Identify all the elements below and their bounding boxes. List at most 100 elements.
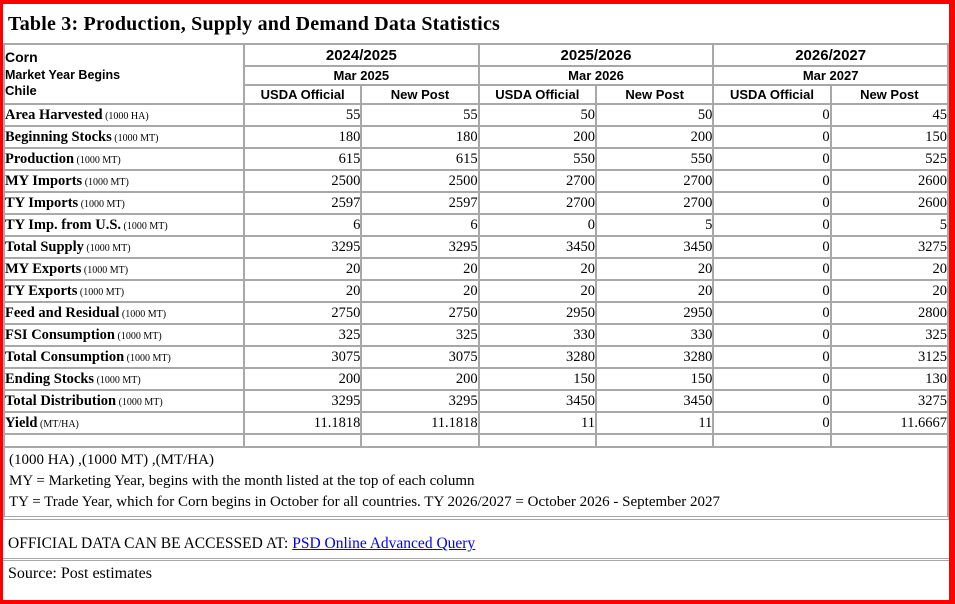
value-cell: 20 bbox=[360, 279, 480, 303]
value-cell: 0 bbox=[712, 411, 832, 435]
row-unit: (1000 MT) bbox=[77, 287, 125, 298]
value-cell: 11 bbox=[477, 411, 597, 435]
row-unit: (1000 MT) bbox=[124, 353, 171, 364]
usda-official-header: USDA Official bbox=[477, 84, 597, 105]
row-unit: (1000 MT) bbox=[94, 375, 141, 386]
spacer bbox=[3, 520, 949, 533]
row-label: Total Supply bbox=[5, 239, 84, 255]
row-label-cell: Beginning Stocks (1000 MT) bbox=[3, 125, 245, 149]
value-cell: 20 bbox=[477, 257, 597, 281]
value-cell: 325 bbox=[829, 323, 950, 347]
table-row: Total Supply (1000 MT) 3295 3295 3450 3450 0 3… bbox=[3, 235, 950, 259]
value-cell: 2700 bbox=[594, 169, 715, 193]
value-cell: 2950 bbox=[594, 301, 715, 325]
value-cell bbox=[712, 433, 832, 448]
table-row: TY Imports (1000 MT) 2597 2597 2700 2700 0 260… bbox=[3, 191, 950, 215]
value-cell: 2597 bbox=[360, 191, 480, 215]
source-column-row: USDA Official New Post USDA Official New… bbox=[4, 84, 950, 105]
value-cell: 20 bbox=[829, 257, 950, 281]
value-cell: 20 bbox=[242, 257, 363, 281]
value-cell: 0 bbox=[712, 301, 832, 325]
value-cell: 0 bbox=[712, 235, 832, 259]
value-cell: 11.1818 bbox=[360, 411, 480, 435]
value-cell: 330 bbox=[477, 323, 597, 347]
value-cell: 0 bbox=[712, 213, 832, 237]
table-row: Feed and Residual (1000 MT) 2750 2750 2950 2… bbox=[3, 301, 950, 325]
table-row: Ending Stocks (1000 MT) 200 200 150 150 0 130 bbox=[3, 367, 950, 391]
row-label: Production bbox=[5, 151, 75, 167]
begin-month-row: Mar 2025 Mar 2026 Mar 2027 bbox=[4, 65, 949, 86]
value-cell: 615 bbox=[242, 147, 363, 171]
row-label-cell: TY Imports (1000 MT) bbox=[3, 191, 245, 215]
row-label-cell: MY Exports (1000 MT) bbox=[3, 257, 245, 281]
value-cell: 3450 bbox=[594, 389, 715, 413]
value-cell: 325 bbox=[360, 323, 480, 347]
row-unit: (1000 MT) bbox=[116, 397, 163, 408]
value-cell: 2500 bbox=[242, 169, 363, 193]
row-unit: (1000 MT) bbox=[81, 265, 129, 276]
country-label: Chile bbox=[5, 82, 37, 98]
table-row: Total Distribution (1000 MT) 3295 3295 3450… bbox=[3, 389, 950, 413]
value-cell: 3275 bbox=[829, 235, 950, 259]
table-row: Total Consumption (1000 MT) 3075 3075 3280 3… bbox=[3, 345, 950, 369]
table-row: MY Exports (1000 MT) 20 20 20 20 0 20 bbox=[3, 257, 950, 281]
table-row bbox=[3, 433, 950, 448]
value-cell: 180 bbox=[242, 125, 363, 149]
value-cell: 0 bbox=[712, 103, 832, 127]
value-cell: 3295 bbox=[360, 389, 480, 413]
table-row: TY Imp. from U.S. (1000 MT) 6 6 0 5 0 5 bbox=[3, 213, 950, 237]
value-cell: 20 bbox=[242, 279, 363, 303]
value-cell: 45 bbox=[829, 103, 950, 127]
value-cell: 150 bbox=[829, 125, 950, 149]
value-cell: 325 bbox=[242, 323, 363, 347]
value-cell: 0 bbox=[712, 125, 832, 149]
new-post-header: New Post bbox=[829, 84, 950, 105]
value-cell: 3295 bbox=[242, 235, 363, 259]
value-cell: 3450 bbox=[477, 389, 597, 413]
value-cell bbox=[477, 433, 597, 448]
value-cell: 50 bbox=[477, 103, 597, 127]
year-header-row: Corn Market Year Begins Chile 2024/2025 … bbox=[3, 43, 949, 105]
row-label: TY Imp. from U.S. bbox=[5, 217, 122, 233]
row-unit: (1000 MT) bbox=[121, 221, 168, 232]
value-cell: 2750 bbox=[360, 301, 480, 325]
new-post-header: New Post bbox=[594, 84, 715, 105]
row-unit: (MT/HA) bbox=[37, 419, 79, 430]
units-footnote: (1000 HA) ,(1000 MT) ,(MT/HA) bbox=[9, 452, 214, 468]
row-unit: (1000 MT) bbox=[83, 243, 131, 254]
value-cell: 3295 bbox=[242, 389, 363, 413]
footnote-block: (1000 HA) ,(1000 MT) ,(MT/HA) MY = Marke… bbox=[3, 448, 949, 520]
table-row: TY Exports (1000 MT) 20 20 20 20 0 20 bbox=[3, 279, 950, 303]
psd-online-link[interactable]: PSD Online Advanced Query bbox=[292, 535, 476, 552]
row-label-cell: Total Supply (1000 MT) bbox=[3, 235, 245, 259]
value-cell: 200 bbox=[242, 367, 363, 391]
value-cell: 525 bbox=[829, 147, 950, 171]
psd-table: Corn Market Year Begins Chile 2024/2025 … bbox=[3, 43, 950, 448]
row-label-cell bbox=[3, 433, 245, 448]
value-cell: 330 bbox=[594, 323, 715, 347]
usda-official-header: USDA Official bbox=[712, 84, 832, 105]
begin-month-header: Mar 2027 bbox=[712, 65, 949, 86]
value-cell: 2600 bbox=[829, 191, 950, 215]
value-cell: 150 bbox=[594, 367, 715, 391]
value-cell: 0 bbox=[712, 345, 832, 369]
value-cell: 6 bbox=[360, 213, 480, 237]
row-unit: (1000 MT) bbox=[115, 331, 162, 342]
value-cell: 0 bbox=[712, 169, 832, 193]
table-row: Beginning Stocks (1000 MT) 180 180 200 200 0 1… bbox=[3, 125, 950, 149]
row-label: FSI Consumption bbox=[5, 327, 115, 343]
table-row: FSI Consumption (1000 MT) 325 325 330 330 0 32… bbox=[3, 323, 950, 347]
value-cell bbox=[829, 433, 950, 448]
table-row: Yield (MT/HA) 11.1818 11.1818 11 11 0 11.6667 bbox=[3, 411, 950, 435]
begin-month-header: Mar 2025 bbox=[243, 65, 480, 86]
ty-definition-footnote: TY = Trade Year, which for Corn begins i… bbox=[9, 494, 721, 510]
row-label-cell: Yield (MT/HA) bbox=[3, 411, 245, 435]
value-cell: 0 bbox=[712, 323, 832, 347]
value-cell: 2750 bbox=[242, 301, 363, 325]
value-cell: 3125 bbox=[829, 345, 950, 369]
value-cell: 0 bbox=[712, 191, 832, 215]
row-unit: (1000 MT) bbox=[82, 177, 129, 188]
table-row: Area Harvested (1000 HA) 55 55 50 50 0 45 bbox=[3, 103, 950, 127]
value-cell: 55 bbox=[242, 103, 363, 127]
corner-cell: Corn Market Year Begins Chile bbox=[3, 43, 245, 105]
